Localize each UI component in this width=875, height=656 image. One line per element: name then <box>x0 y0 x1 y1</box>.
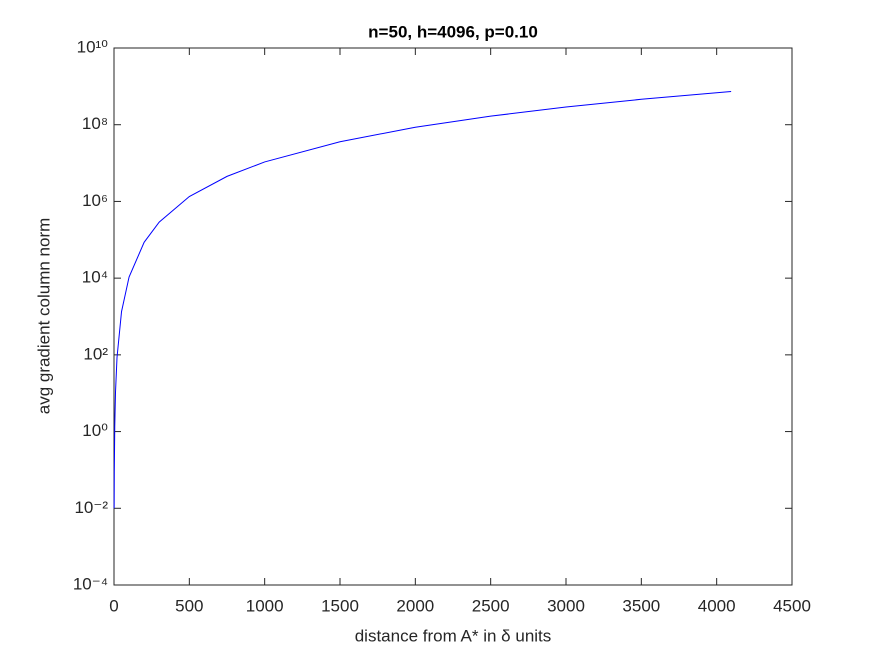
y-axis-label: avg gradient column norm <box>34 218 53 415</box>
y-tick-label: 10⁰ <box>82 421 108 440</box>
x-tick-label: 4000 <box>698 596 736 615</box>
y-tick-label: 10⁻⁴ <box>73 574 108 593</box>
x-tick-label: 1000 <box>246 596 284 615</box>
y-tick-label: 10¹⁰ <box>77 37 109 56</box>
y-tick-label: 10⁶ <box>82 191 108 210</box>
y-tick-label: 10⁻² <box>74 498 108 517</box>
x-tick-label: 1500 <box>321 596 359 615</box>
x-tick-label: 4500 <box>773 596 811 615</box>
data-line <box>113 90 732 509</box>
x-tick-label: 2500 <box>472 596 510 615</box>
x-tick-label: 2000 <box>396 596 434 615</box>
x-tick-label: 3000 <box>547 596 585 615</box>
x-tick-label: 3500 <box>622 596 660 615</box>
x-tick-label: 0 <box>109 596 118 615</box>
axes-box <box>113 47 793 586</box>
y-tick-label: 10⁸ <box>82 114 108 133</box>
x-axis-label: distance from A* in δ units <box>355 626 552 645</box>
chart-title: n=50, h=4096, p=0.10 <box>368 22 538 41</box>
x-tick-label: 500 <box>175 596 203 615</box>
y-tick-label: 10⁴ <box>82 268 108 287</box>
y-tick-label: 10² <box>83 344 108 363</box>
